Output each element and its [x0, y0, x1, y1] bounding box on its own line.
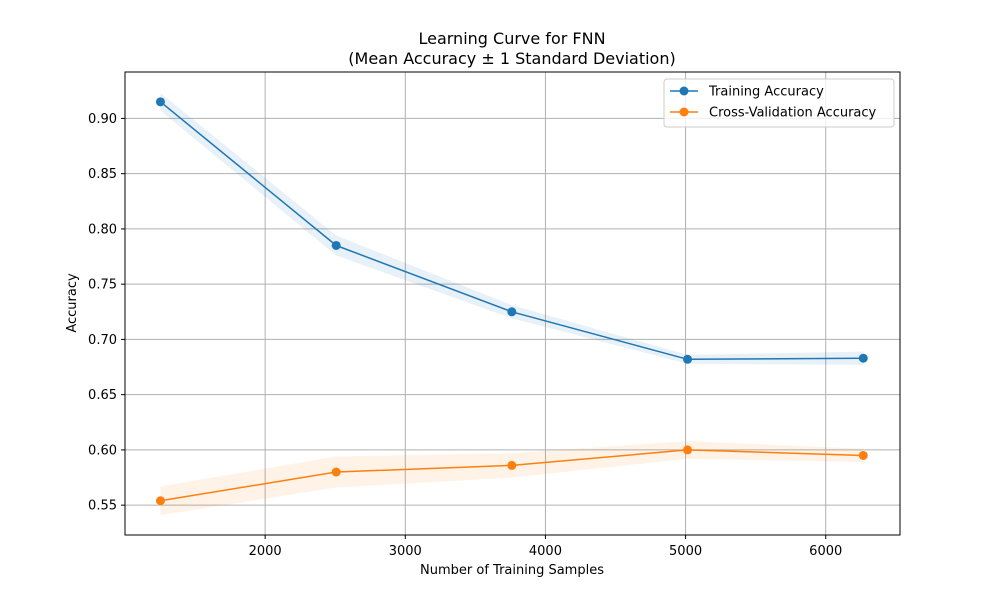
y-tick-label: 0.85: [88, 167, 117, 182]
data-point-series-1: [683, 445, 693, 455]
data-point-series-0: [155, 97, 165, 107]
series-line-0: [159, 101, 864, 361]
y-tick-label: 0.70: [88, 333, 117, 348]
y-axis-ticks: 0.55 0.60 0.65 0.70 0.75 0.80 0.85 0.90: [88, 112, 125, 514]
legend-label-0: Training Accuracy: [708, 85, 824, 100]
data-point-series-1: [331, 467, 341, 477]
x-tick-label: 6000: [809, 544, 842, 559]
chart-title: Learning Curve for FNN: [418, 29, 605, 48]
data-point-series-0: [858, 353, 868, 363]
y-tick-label: 0.90: [88, 112, 117, 127]
y-tick-label: 0.65: [88, 388, 117, 403]
chart-subtitle: (Mean Accuracy ± 1 Standard Deviation): [348, 49, 675, 68]
y-tick-label: 0.55: [88, 499, 117, 514]
plot-area-frame: [124, 71, 901, 536]
std-band-series-1: [160, 441, 864, 516]
series-points: [155, 97, 868, 506]
x-tick-label: 3000: [389, 544, 422, 559]
legend-marker-1: [679, 107, 689, 117]
series-lines: [159, 101, 864, 502]
legend-marker-0: [679, 86, 689, 96]
x-axis-label: Number of Training Samples: [420, 563, 604, 578]
x-tick-label: 5000: [669, 544, 702, 559]
data-point-series-1: [507, 460, 517, 470]
legend-box: [663, 78, 895, 128]
x-tick-label: 2000: [249, 544, 282, 559]
x-axis-ticks: 2000 3000 4000 5000 6000: [249, 535, 842, 559]
legend-label-1: Cross-Validation Accuracy: [709, 106, 877, 121]
y-tick-label: 0.75: [88, 278, 117, 293]
legend: Training Accuracy Cross-Validation Accura…: [663, 78, 895, 128]
data-point-series-1: [858, 450, 868, 460]
data-point-series-0: [331, 240, 341, 250]
data-point-series-1: [155, 496, 165, 506]
data-point-series-0: [507, 307, 517, 317]
data-point-series-0: [683, 354, 693, 364]
x-tick-label: 4000: [529, 544, 562, 559]
y-tick-label: 0.80: [88, 222, 117, 237]
y-tick-label: 0.60: [88, 443, 117, 458]
y-axis-label: Accuracy: [65, 273, 80, 333]
